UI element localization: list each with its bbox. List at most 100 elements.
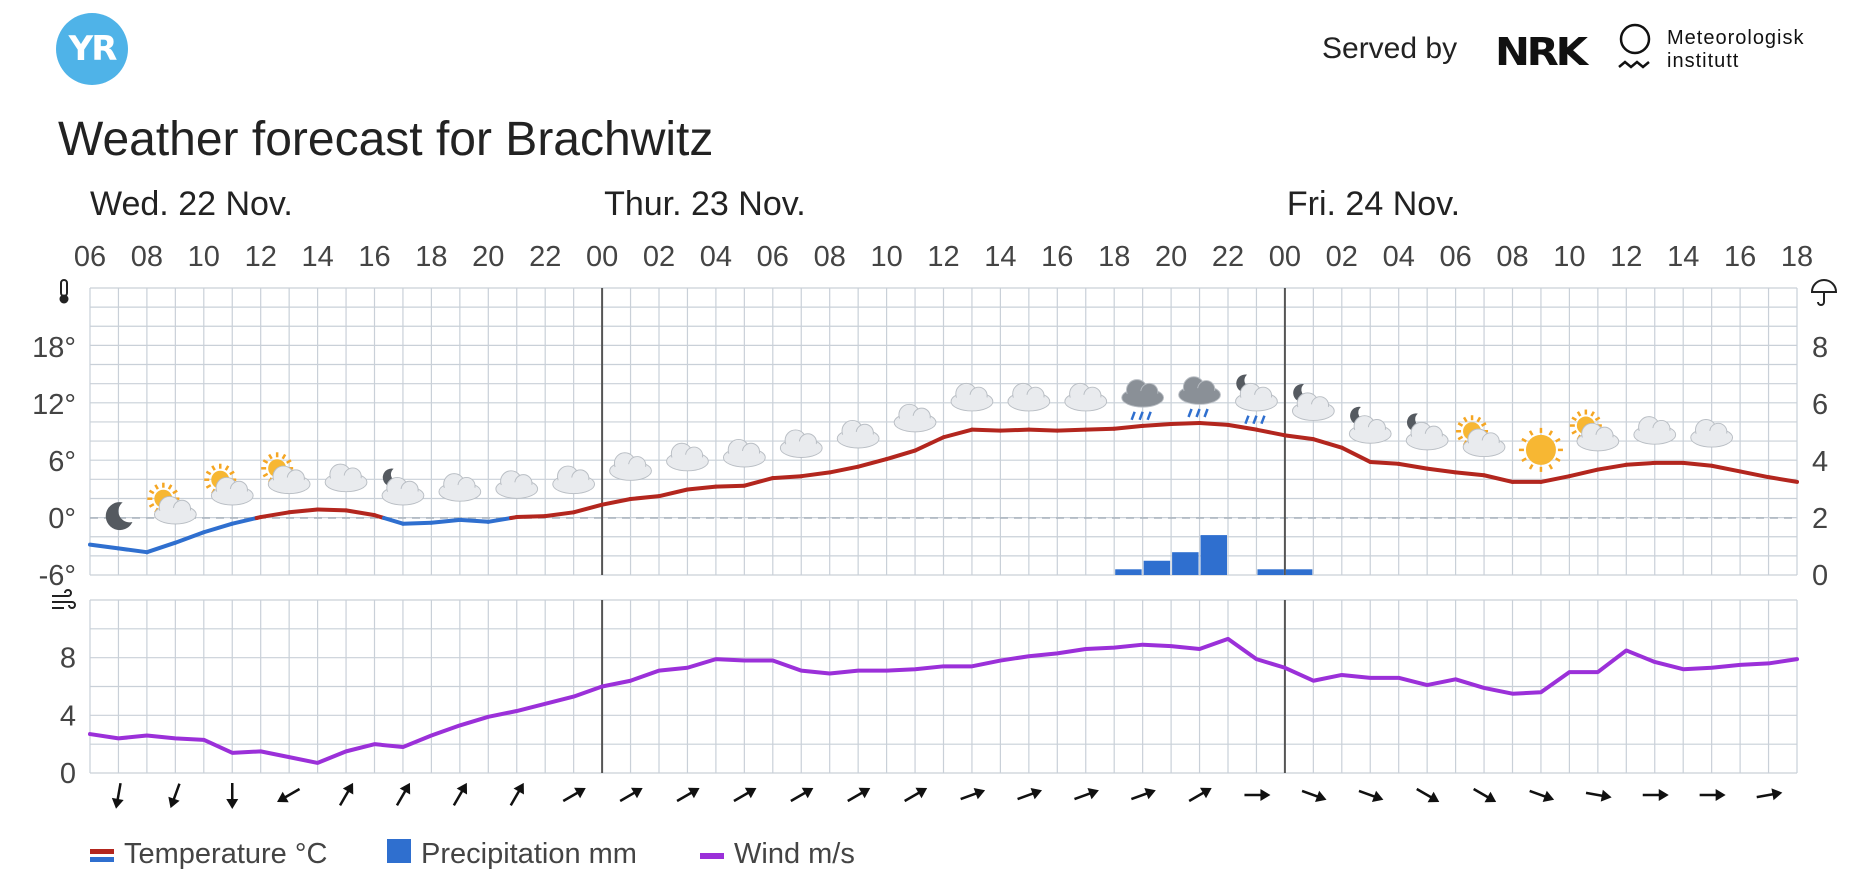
temperature-segment [1567, 467, 1600, 479]
cloud-shape [1348, 415, 1392, 444]
rain-drop [1244, 415, 1250, 425]
cloud-fill [326, 475, 366, 491]
wind-arrow-icon [338, 782, 354, 807]
met-logo-icon[interactable] [1615, 22, 1655, 80]
temperature-segment [381, 516, 405, 526]
temperature-segment [941, 427, 974, 440]
wind-arrow-head [168, 796, 180, 809]
sun-ray [1594, 416, 1601, 422]
umbrella-handle [1817, 292, 1825, 306]
cloud-night-icon [381, 468, 425, 506]
wind-arrow-head [631, 787, 643, 799]
wind-arrow-head [1771, 788, 1783, 801]
cloud-icon [836, 419, 880, 449]
temperature-segment [713, 483, 747, 489]
cloud-shape [381, 476, 425, 506]
rain-drop [1195, 408, 1201, 418]
hour-tick-label: 12 [927, 241, 959, 273]
cloud-shape [1235, 382, 1278, 412]
wind-arrow-head [1371, 790, 1384, 803]
temperature-segment [116, 546, 149, 555]
sun-ray [1462, 416, 1468, 423]
cloud-fill [838, 431, 879, 448]
sun-ray [148, 489, 155, 495]
day-label: Wed. 22 Nov. [90, 185, 293, 223]
precipitation-bar [1115, 569, 1142, 575]
legend-precipitation-label: Precipitation mm [421, 838, 637, 870]
wind-arrow-head [973, 787, 986, 800]
hour-tick-label: 06 [74, 241, 106, 273]
wind-arrow-head [1030, 787, 1043, 800]
wind-arrow-head [1315, 790, 1327, 803]
rain-drop [1260, 415, 1266, 425]
wind-arrow-head [915, 787, 928, 799]
cloud-shape [1178, 376, 1221, 405]
legend-wind-label: Wind m/s [734, 838, 855, 870]
hour-tick-label: 18 [1781, 241, 1813, 273]
nrk-logo[interactable]: NRK [1495, 30, 1588, 74]
cloud-night-rain-icon [1235, 374, 1278, 425]
cloud-fill [1577, 434, 1618, 450]
cloud-fill [212, 488, 253, 505]
precipitation-bar [1200, 535, 1227, 575]
partly-sunny-icon [261, 452, 311, 495]
cloud-shape [153, 495, 197, 525]
wind-arrow-icon [847, 787, 871, 803]
temperature-segment [1595, 462, 1629, 472]
temperature-segment [1169, 421, 1202, 426]
cloud-shape [836, 419, 880, 449]
hour-tick-label: 00 [586, 241, 618, 273]
cloud-icon [1007, 382, 1051, 412]
wind-arrow-head [1200, 787, 1212, 799]
hour-tick-label: 20 [472, 241, 504, 273]
sun-ray [1548, 463, 1554, 470]
weather-symbols [105, 374, 1734, 531]
hour-tick-label: 06 [1439, 241, 1471, 273]
wind-arrow-icon [1244, 789, 1271, 801]
cloud-icon [552, 465, 596, 495]
umbrella-canopy [1810, 279, 1838, 293]
cloud-shape [722, 438, 766, 468]
cloud-fill [155, 507, 196, 524]
cloud-fill [496, 482, 537, 498]
sun-ray [224, 465, 230, 471]
wind-arrow-icon [168, 783, 181, 809]
day-label: Fri. 24 Nov. [1287, 185, 1460, 223]
precip-tick-label: 8 [1812, 332, 1828, 364]
wind-arrow-head [1427, 791, 1440, 803]
hour-tick-label: 16 [1041, 241, 1073, 273]
temperature-segment [144, 540, 178, 555]
temp-tick-label: 12° [32, 389, 76, 421]
sun-ray [1528, 430, 1534, 436]
cloud-fill [1464, 440, 1504, 456]
wind-arrow-icon [1529, 789, 1555, 803]
wind-arrow-icon [1642, 789, 1669, 801]
wind-arrow-icon [1188, 787, 1212, 803]
hour-tick-label: 16 [358, 241, 390, 273]
cloud-shape [779, 429, 823, 458]
cloud-icon [609, 452, 652, 481]
wind-arrow-icon [562, 787, 586, 803]
wind-arrow-head [399, 782, 411, 795]
wind-arrow-head [226, 799, 239, 809]
cloud-fill [1691, 430, 1732, 447]
sun-ray [229, 470, 235, 476]
temperature-segment [344, 508, 377, 518]
temperature-segment [457, 517, 491, 524]
temperature-segment [1396, 461, 1430, 471]
hour-tick-label: 10 [1553, 241, 1585, 273]
cloud-shape [1064, 382, 1108, 412]
temperature-segment [856, 457, 889, 469]
yr-logo[interactable]: YR [56, 13, 128, 85]
hour-tick-label: 04 [700, 241, 732, 273]
temp-tick-label: 18° [32, 332, 76, 364]
cloud-fill [1634, 428, 1675, 444]
moon-icon [105, 502, 133, 531]
wind-arrow-icon [1473, 787, 1497, 803]
legend-temperature-label: Temperature °C [124, 838, 328, 870]
sun-ray [1521, 437, 1527, 443]
wind-tick-label: 4 [60, 700, 76, 732]
wind-arrow-head [1542, 790, 1555, 803]
precipitation-bar [1172, 552, 1199, 575]
temperature-segment [1339, 445, 1373, 464]
